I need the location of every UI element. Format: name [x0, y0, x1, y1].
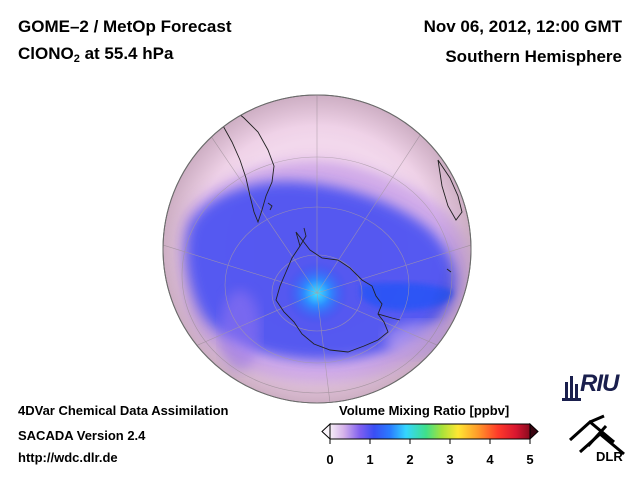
method-label: 4DVar Chemical Data Assimilation: [18, 403, 229, 418]
forecast-datetime: Nov 06, 2012, 12:00 GMT: [423, 17, 622, 36]
colorbar-tick-label: 2: [406, 452, 414, 467]
dlr-logo-text: DLR: [596, 449, 623, 464]
version-label: SACADA Version 2.4: [18, 428, 146, 443]
riu-mark-icon: [562, 376, 581, 401]
colorbar-tick-label: 1: [366, 452, 374, 467]
species-subscript: 2: [73, 53, 80, 65]
dlr-logo-icon: [568, 414, 625, 456]
riu-logo-text: RIU: [580, 370, 619, 397]
region-label: Southern Hemisphere: [445, 47, 622, 66]
website-link[interactable]: http://wdc.dlr.de: [18, 450, 118, 465]
colorbar-gradient: [329, 423, 531, 440]
pressure-level: at 55.4 hPa: [79, 44, 174, 63]
species-label: ClONO2 at 55.4 hPa: [18, 44, 173, 65]
globe-outline: [162, 94, 472, 404]
colorbar-min-arrow: [321, 422, 331, 441]
colorbar-tick-label: 3: [446, 452, 454, 467]
plot-title: GOME–2 / MetOp Forecast: [18, 17, 232, 36]
colorbar-tick-label: 4: [486, 452, 494, 467]
colorbar-title: Volume Mixing Ratio [ppbv]: [339, 403, 510, 418]
riu-logo: RIU: [562, 370, 628, 404]
colorbar-tick-label: 5: [526, 452, 534, 467]
species-name: ClONO: [18, 44, 74, 63]
colorbar-max-arrow: [529, 422, 539, 441]
colorbar-tick-label: 0: [326, 452, 334, 467]
